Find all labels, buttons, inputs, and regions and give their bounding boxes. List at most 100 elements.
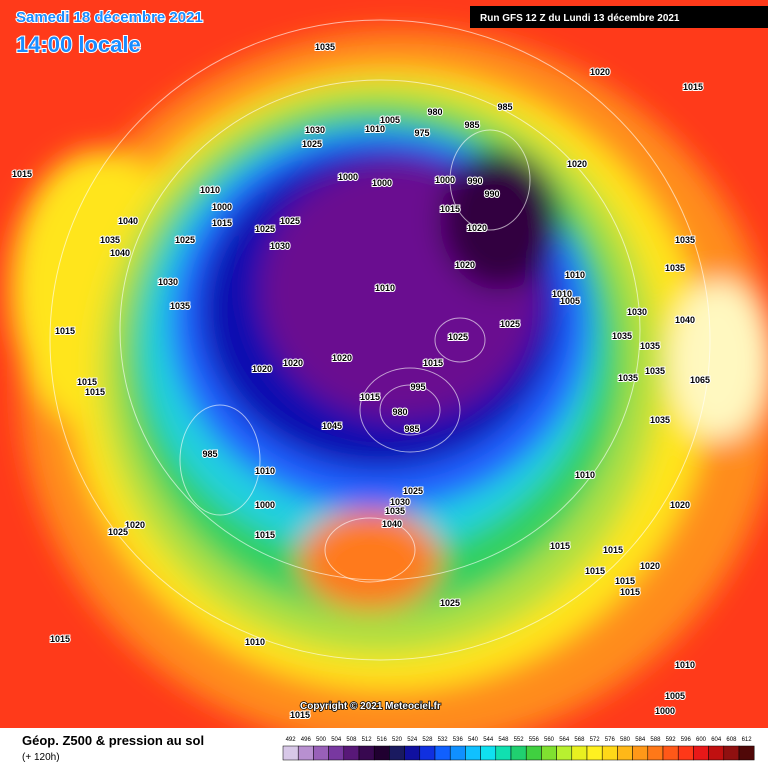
scale-label: 556	[529, 737, 540, 743]
legend-subtitle: (+ 120h)	[22, 752, 60, 763]
isobar-label: 980	[427, 107, 442, 117]
isobar-label: 985	[404, 424, 419, 434]
scale-label: 544	[483, 737, 494, 743]
isobar-label: 1005	[380, 115, 400, 125]
isobar-label: 1015	[360, 392, 380, 402]
scale-cell	[662, 745, 679, 761]
scale-cell	[495, 745, 512, 761]
isobar-label: 1010	[245, 637, 265, 647]
isobar-label: 1000	[338, 172, 358, 182]
scale-label: 500	[316, 737, 327, 743]
scale-cell	[343, 745, 360, 761]
scale-label: 592	[666, 737, 677, 743]
scale-cell	[419, 745, 436, 761]
isobar-label: 1035	[665, 263, 685, 273]
isobar-label: 1015	[550, 541, 570, 551]
isobar-label: 1035	[170, 301, 190, 311]
isobar-label: 1025	[175, 235, 195, 245]
scale-cell	[480, 745, 497, 761]
scale-cell	[465, 745, 481, 761]
scale-label: 604	[711, 737, 722, 743]
isobar-label: 1025	[108, 527, 128, 537]
scale-label: 572	[590, 737, 601, 743]
scale-label: 516	[377, 737, 388, 743]
isobar-label: 995	[410, 382, 425, 392]
isobar-label: 1010	[255, 466, 275, 476]
isobar-label: 1020	[467, 223, 487, 233]
scale-cell	[313, 745, 329, 761]
scale-label: 532	[438, 737, 449, 743]
isobar-label: 1015	[85, 387, 105, 397]
isobar-label: 1015	[12, 169, 32, 179]
isobar-label: 1010	[575, 470, 595, 480]
scale-label: 528	[422, 737, 433, 743]
isobar-label: 1020	[455, 260, 475, 270]
scale-cell	[632, 745, 649, 761]
isobar-label: 1015	[255, 530, 275, 540]
scale-label: 584	[635, 737, 646, 743]
scale-cell	[617, 745, 633, 761]
scale-label: 536	[453, 737, 464, 743]
isobar-label: 1005	[560, 296, 580, 306]
isobar-label: 1030	[390, 497, 410, 507]
isobar-label: 1010	[552, 289, 572, 299]
scale-label: 608	[726, 737, 737, 743]
scale-cell	[297, 745, 314, 761]
isobar-label: 1025	[403, 486, 423, 496]
isobar-label: 1020	[590, 67, 610, 77]
isobar-label: 1000	[212, 202, 232, 212]
isobar-label: 1015	[290, 710, 310, 720]
copyright: Copyright © 2021 Meteociel.fr	[300, 701, 441, 712]
scale-cell	[586, 745, 603, 761]
isobar-label: 1025	[500, 319, 520, 329]
scale-label: 600	[696, 737, 707, 743]
scale-cell	[282, 745, 299, 761]
isobar-label: 1035	[612, 331, 632, 341]
isobar-label: 1035	[385, 506, 405, 516]
isobar-label: 1025	[280, 216, 300, 226]
isobar-label: 1045	[322, 421, 342, 431]
isobar-label: 980	[392, 407, 407, 417]
scale-cell	[677, 745, 694, 761]
scale-label: 492	[286, 737, 297, 743]
isobar-label: 1015	[77, 377, 97, 387]
isobar-label: 1025	[255, 224, 275, 234]
isobar-label: 1030	[158, 277, 178, 287]
isobar-label: 1020	[640, 561, 660, 571]
isobar-label: 1000	[655, 706, 675, 716]
isobar-label: 1015	[603, 545, 623, 555]
isobar-label: 1025	[440, 598, 460, 608]
scale-label: 568	[574, 737, 585, 743]
scale-cell	[525, 745, 542, 761]
isobar-label: 1040	[110, 248, 130, 258]
isobar-label: 1040	[382, 519, 402, 529]
scale-cell	[328, 745, 345, 761]
color-scale: 492 496 500 504 508 512 516 520 524 528 532 536 540 5…	[282, 737, 755, 761]
scale-cell	[723, 745, 740, 761]
isobar-label: 1000	[372, 178, 392, 188]
scale-label: 508	[346, 737, 357, 743]
scale-cell	[738, 745, 755, 761]
scale-label: 524	[407, 737, 418, 743]
isobar-label: 1020	[252, 364, 272, 374]
scale-cell	[510, 745, 527, 761]
isobar-label: 1015	[620, 587, 640, 597]
isobar-label: 1010	[365, 124, 385, 134]
isobar-label: 1000	[255, 500, 275, 510]
isobar-label: 975	[414, 128, 429, 138]
scale-label: 540	[468, 737, 479, 743]
isobar-label: 1040	[118, 216, 138, 226]
isobar-label: 1040	[675, 315, 695, 325]
scale-label: 552	[514, 737, 525, 743]
scale-label: 504	[331, 737, 342, 743]
isobar-label: 1025	[302, 139, 322, 149]
isobar-label: 990	[467, 176, 482, 186]
isobar-label: 1020	[283, 358, 303, 368]
isobar-label: 1020	[670, 500, 690, 510]
geopotential-field	[0, 0, 768, 750]
scale-cell	[434, 745, 451, 761]
scale-label: 560	[544, 737, 555, 743]
isobar-label: 1035	[100, 235, 120, 245]
isobar-label: 1010	[565, 270, 585, 280]
scale-cell	[693, 745, 709, 761]
